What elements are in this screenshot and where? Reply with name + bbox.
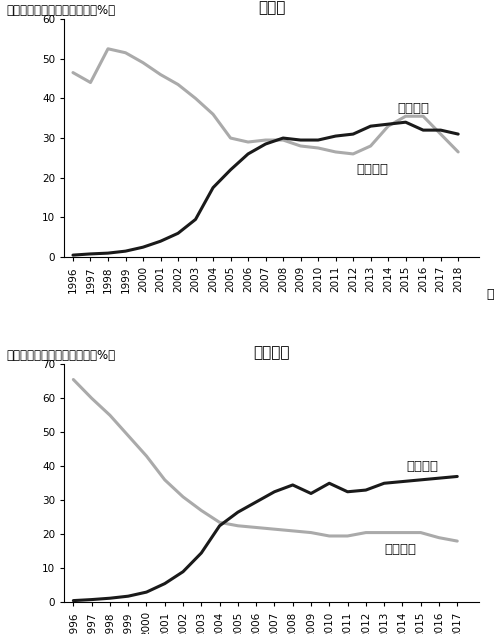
Text: （年）: （年） [486,633,494,634]
Title: 売上高: 売上高 [258,0,286,15]
Text: 民営企業: 民営企業 [406,460,438,473]
Text: （年）: （年） [486,288,494,301]
Text: （工業企業に占めるシェア、%）: （工業企業に占めるシェア、%） [6,4,115,16]
Text: （工業企業に占めるシェア、%）: （工業企業に占めるシェア、%） [6,349,115,362]
Title: 従業員数: 従業員数 [253,346,290,360]
Text: 国有企業: 国有企業 [357,164,389,176]
Text: 民営企業: 民営企業 [397,102,429,115]
Text: 国有企業: 国有企業 [384,543,416,556]
